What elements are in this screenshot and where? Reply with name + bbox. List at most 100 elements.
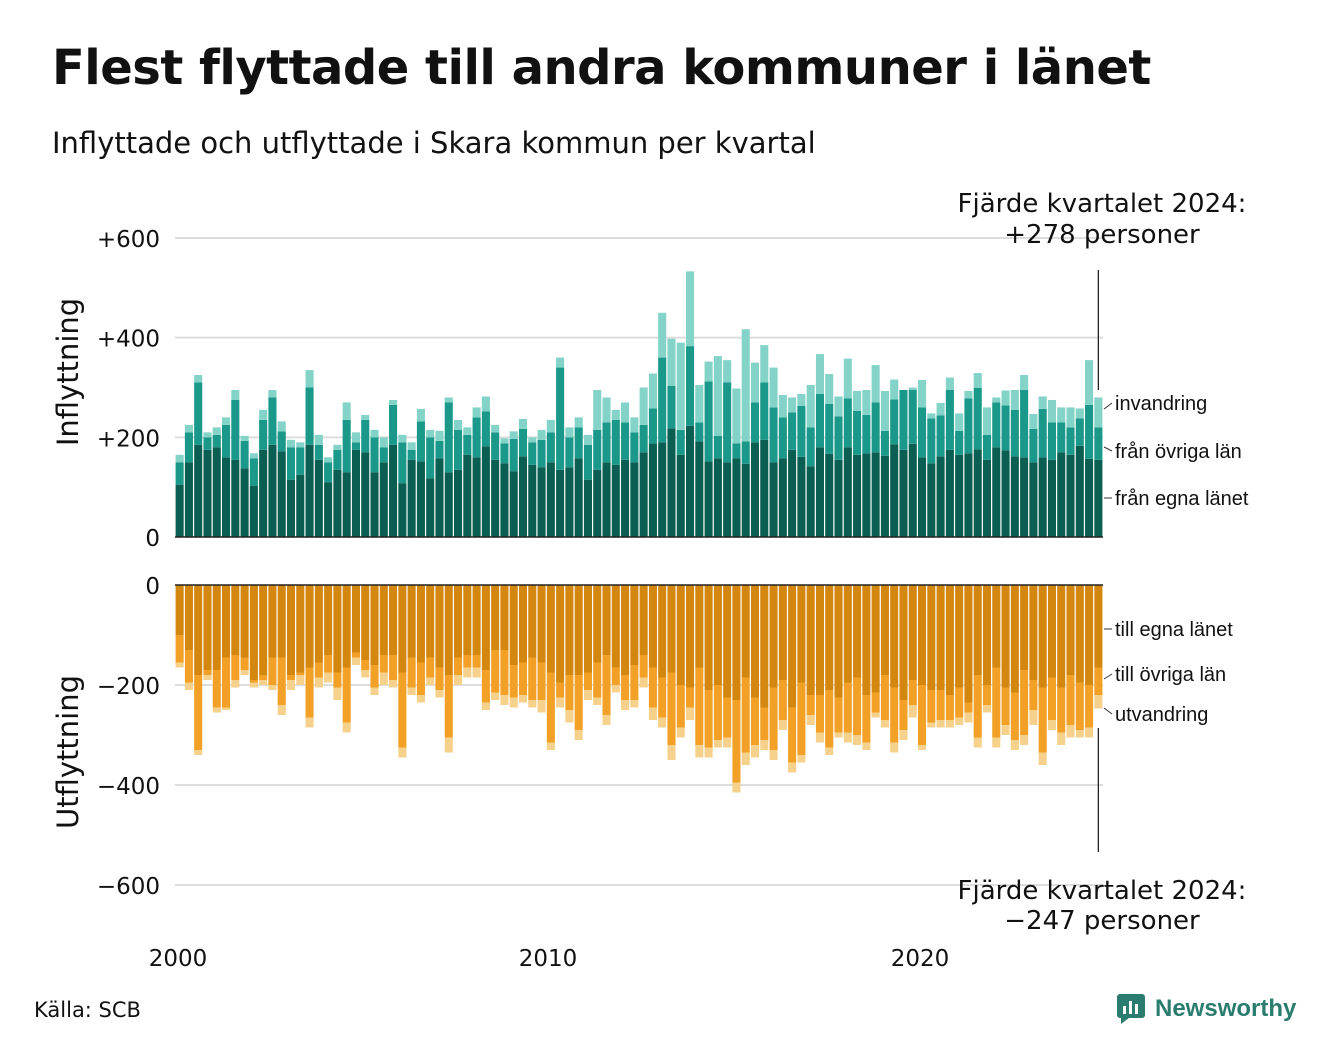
bar-outflow-2 [361, 670, 370, 678]
bar-outflow-0 [936, 585, 945, 690]
bar-outflow-0 [695, 585, 704, 668]
bar-inflow-1 [416, 421, 425, 462]
bar-inflow-1 [750, 402, 760, 443]
bar-inflow-0 [964, 453, 973, 537]
bar-inflow-0 [212, 447, 221, 537]
bar-outflow-2 [416, 695, 425, 703]
bar-inflow-2 [286, 439, 296, 448]
bar-outflow-1 [481, 670, 490, 703]
bar-outflow-0 [240, 585, 249, 658]
bar-inflow-2 [324, 457, 333, 463]
y-axis-title-inflow: Inflyttning [51, 298, 85, 446]
bar-outflow-0 [853, 585, 862, 678]
bar-inflow-1 [491, 432, 500, 460]
y-tick-label-outflow: −200 [97, 674, 160, 700]
bar-outflow-1 [927, 690, 936, 723]
bar-outflow-1 [1010, 692, 1019, 740]
bar-inflow-2 [825, 374, 834, 404]
bar-outflow-2 [908, 705, 917, 718]
bar-outflow-2 [444, 737, 453, 753]
bar-inflow-1 [435, 440, 444, 459]
bar-outflow-1 [853, 677, 862, 735]
bar-inflow-1 [1085, 404, 1094, 459]
bar-inflow-2 [435, 430, 444, 441]
bar-inflow-2 [676, 342, 685, 430]
bar-inflow-2 [194, 375, 203, 383]
y-tick-label-outflow: 0 [145, 574, 160, 600]
bar-inflow-1 [593, 429, 602, 470]
bar-inflow-2 [463, 427, 472, 435]
y-tick-label-inflow: 0 [145, 526, 160, 552]
y-tick-label-inflow: +200 [97, 426, 160, 452]
bar-outflow-2 [398, 747, 407, 758]
bar-inflow-1 [945, 389, 954, 450]
bar-outflow-2 [871, 712, 880, 718]
bar-outflow-0 [1038, 585, 1047, 688]
bar-outflow-2 [806, 715, 815, 725]
bar-outflow-0 [1085, 585, 1094, 685]
bar-inflow-0 [472, 457, 481, 537]
bar-inflow-0 [314, 459, 323, 537]
bar-inflow-2 [296, 442, 305, 448]
bar-outflow-1 [611, 667, 620, 685]
bar-outflow-2 [286, 680, 296, 690]
bar-outflow-2 [973, 737, 982, 748]
bar-outflow-1 [324, 655, 333, 673]
bar-inflow-0 [1020, 457, 1029, 537]
bar-outflow-0 [686, 585, 695, 688]
bar-outflow-0 [741, 585, 750, 678]
newsworthy-logo[interactable]: Newsworthy [1117, 994, 1296, 1024]
bar-outflow-2 [862, 742, 871, 750]
bar-inflow-1 [862, 414, 871, 454]
bar-outflow-0 [908, 585, 917, 680]
bar-inflow-1 [277, 431, 286, 452]
bar-outflow-0 [518, 585, 528, 663]
bar-inflow-1 [472, 417, 481, 458]
bar-inflow-2 [630, 417, 639, 433]
bar-inflow-1 [240, 440, 249, 469]
bar-inflow-0 [880, 455, 889, 537]
bar-inflow-1 [815, 393, 824, 448]
bar-outflow-0 [899, 585, 908, 700]
bar-inflow-2 [880, 390, 889, 431]
bar-inflow-0 [463, 454, 472, 537]
bar-inflow-1 [314, 444, 323, 460]
bar-inflow-0 [723, 462, 732, 537]
bar-inflow-2 [565, 427, 574, 438]
bar-outflow-0 [788, 585, 797, 708]
bar-outflow-1 [788, 707, 797, 763]
bar-outflow-0 [351, 585, 360, 653]
bar-outflow-1 [648, 667, 657, 708]
bar-outflow-2 [611, 685, 620, 693]
bar-outflow-0 [222, 585, 231, 658]
bar-inflow-2 [658, 312, 667, 358]
bar-inflow-0 [203, 449, 212, 537]
bar-outflow-0 [472, 585, 481, 655]
bar-inflow-2 [583, 434, 592, 445]
bar-outflow-2 [509, 697, 518, 708]
bar-inflow-1 [927, 418, 936, 464]
bar-inflow-1 [723, 382, 732, 463]
bar-inflow-0 [565, 467, 574, 537]
bar-outflow-1 [500, 650, 509, 695]
bar-outflow-0 [890, 585, 899, 688]
bar-inflow-0 [927, 463, 936, 537]
bar-inflow-0 [444, 472, 453, 537]
bar-inflow-2 [184, 424, 193, 433]
bar-outflow-0 [648, 585, 657, 668]
bar-inflow-0 [788, 449, 797, 537]
bar-inflow-2 [788, 397, 797, 413]
bar-inflow-2 [853, 390, 862, 411]
bar-outflow-1 [639, 655, 648, 678]
bar-inflow-0 [277, 451, 286, 537]
bar-inflow-2 [871, 365, 880, 403]
bar-inflow-0 [528, 464, 537, 537]
bar-inflow-2 [454, 419, 463, 430]
bar-inflow-1 [389, 404, 398, 445]
bar-inflow-2 [342, 402, 351, 420]
bar-outflow-0 [556, 585, 565, 683]
bar-outflow-1 [834, 697, 843, 733]
bar-outflow-1 [880, 675, 889, 720]
bar-inflow-2 [481, 396, 490, 412]
bar-inflow-0 [630, 462, 639, 537]
